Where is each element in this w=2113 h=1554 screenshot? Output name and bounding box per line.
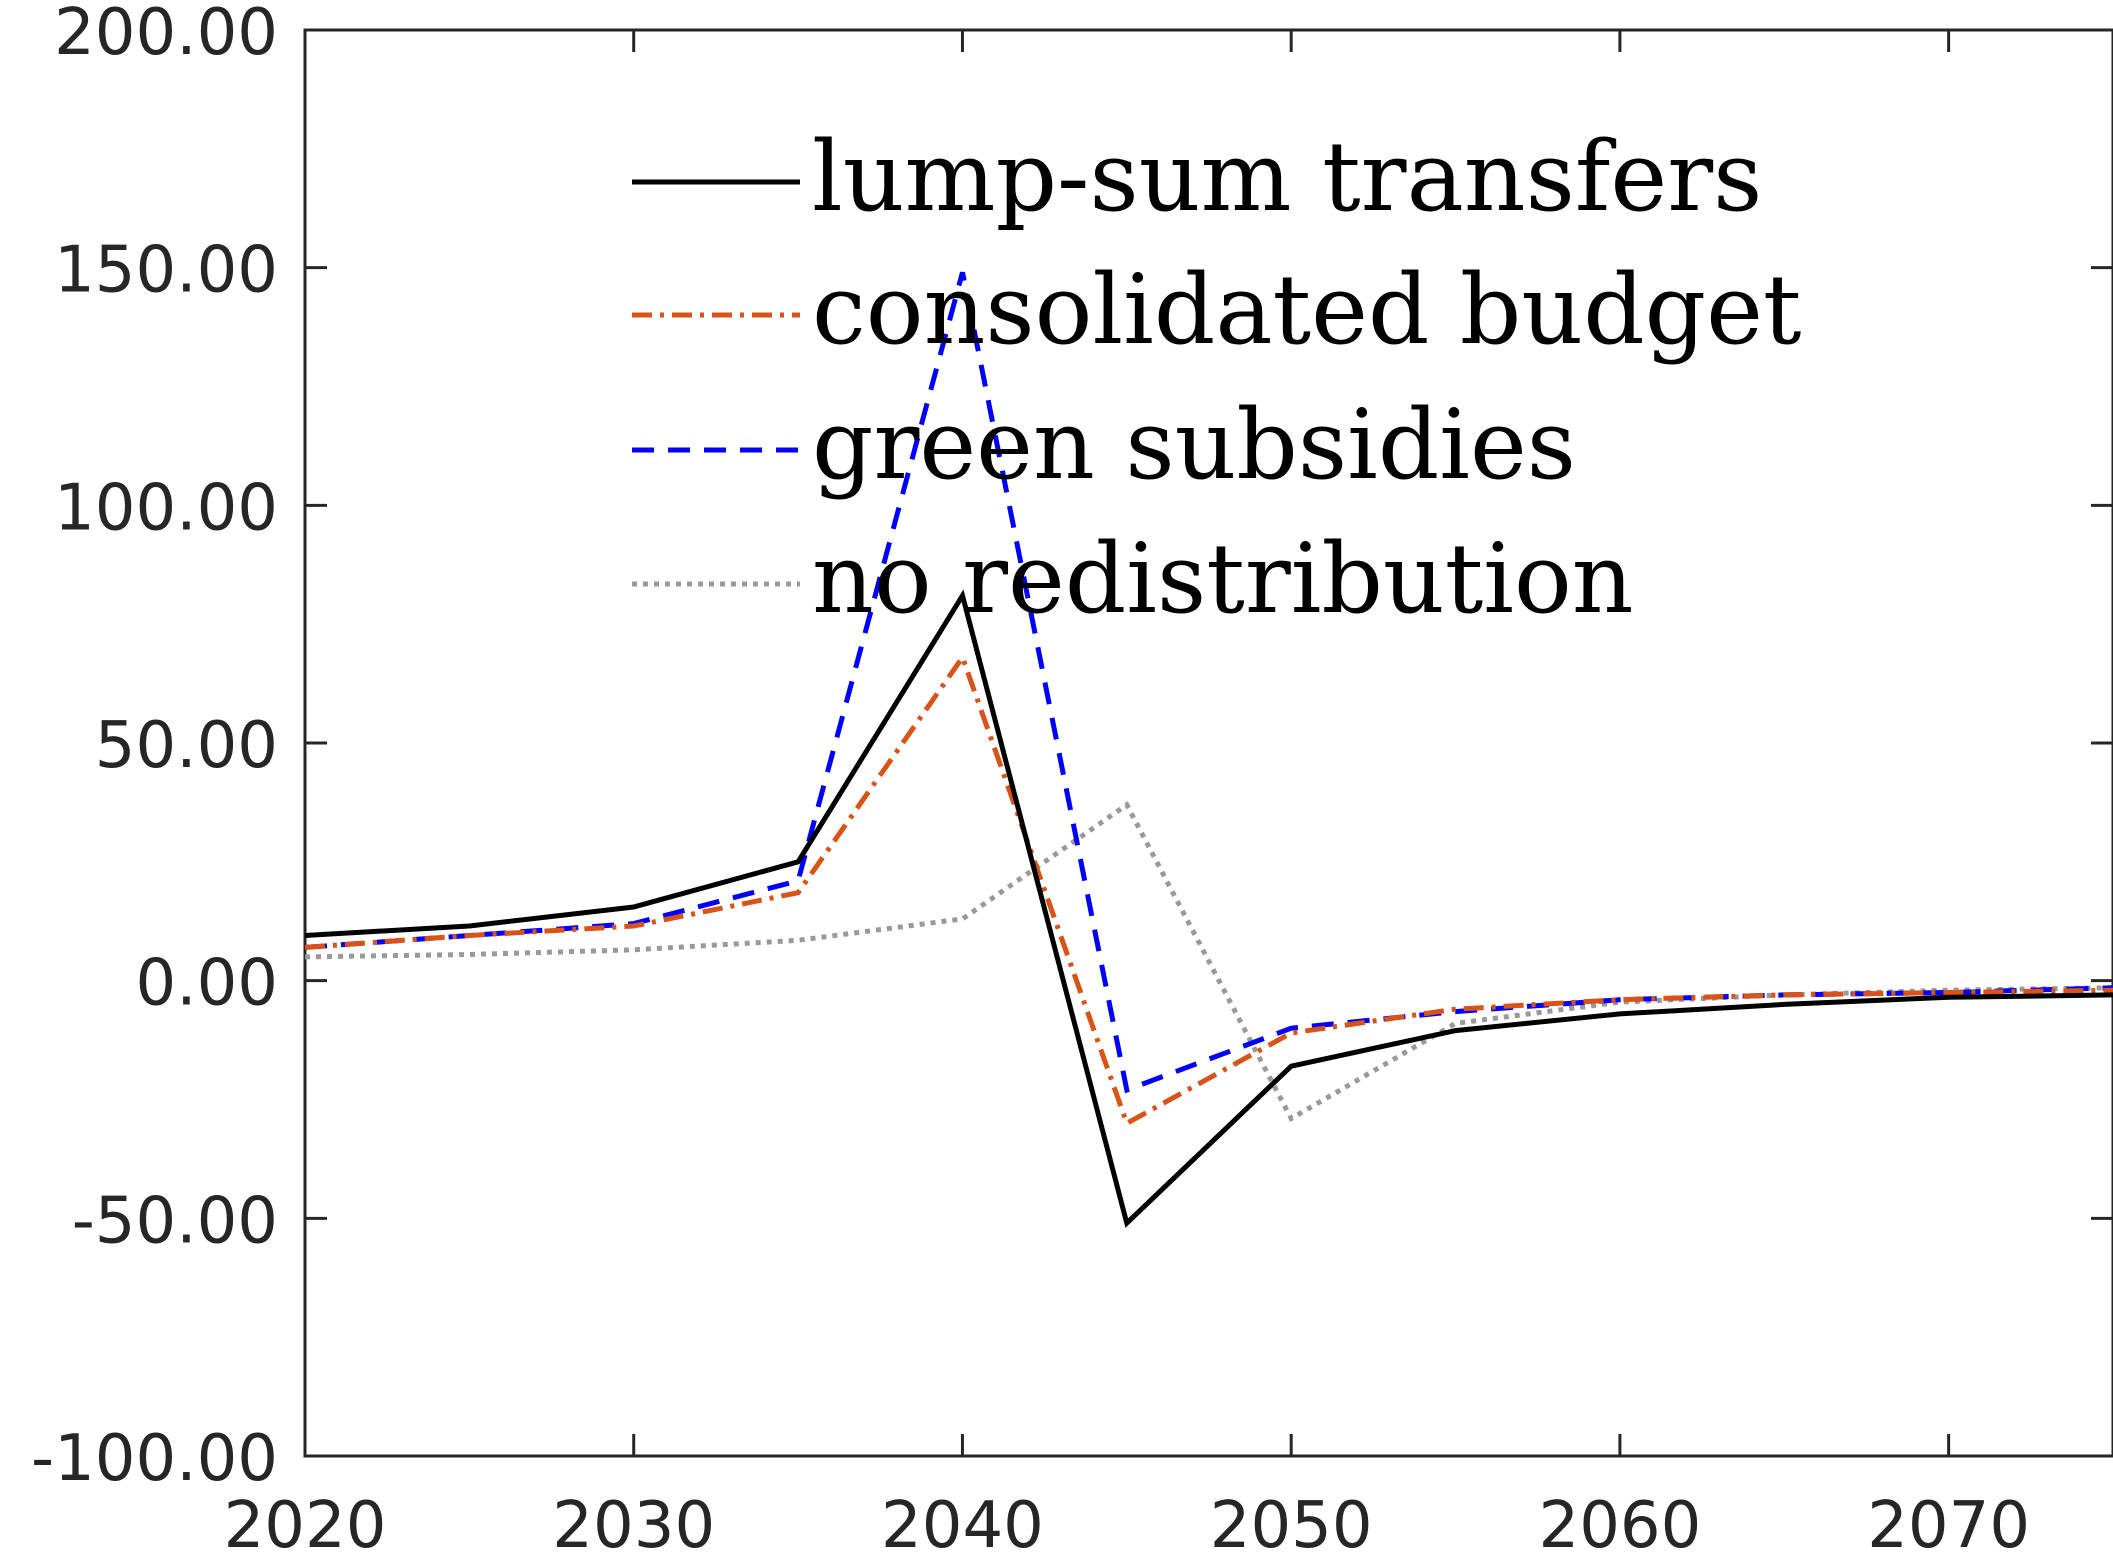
legend: lump-sum transfers consolidated budget gre… [632,121,1801,635]
y-tick-label: 0.00 [136,947,279,1021]
axis-ticks [303,28,2113,1458]
x-tick-label: 2050 [1210,1489,1373,1554]
series-line-green-subsidies [304,271,2113,1094]
x-tick-label: 2070 [1867,1489,2030,1554]
series-lines [304,271,2113,1228]
series-line-consolidated-budget [304,651,2113,1127]
y-tick-label: -100.00 [31,1422,278,1496]
y-tick-label: 100.00 [54,471,278,545]
x-axis-tick-labels: 2020 2030 2040 2050 2060 2070 [224,1489,2031,1554]
y-tick-label: 200.00 [54,0,278,70]
legend-label-no-redistribution: no redistribution [812,523,1634,635]
x-tick-label: 2020 [224,1489,387,1554]
legend-label-lump-sum-transfers: lump-sum transfers [812,121,1762,233]
legend-label-consolidated-budget: consolidated budget [812,254,1801,366]
y-tick-label: -50.00 [72,1184,278,1258]
x-tick-label: 2030 [552,1489,715,1554]
y-axis-tick-labels: -100.00 -50.00 0.00 50.00 100.00 150.00 200.00 [31,0,278,1496]
x-tick-label: 2040 [881,1489,1044,1554]
legend-label-green-subsidies: green subsidies [812,389,1576,501]
y-tick-label: 150.00 [54,234,278,308]
plot-area [303,28,2113,1458]
y-tick-label: 50.00 [95,709,278,783]
x-tick-label: 2060 [1538,1489,1701,1554]
series-line-lump-sum-transfers [304,589,2113,1228]
